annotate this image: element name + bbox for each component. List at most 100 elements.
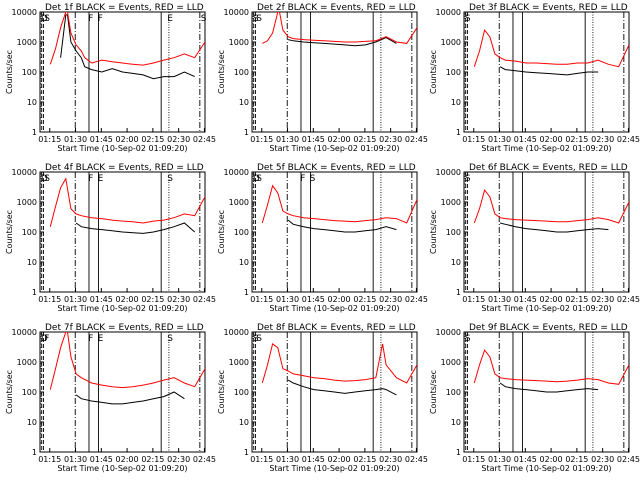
x-tick-label: 01:45 [302, 455, 325, 464]
y-axis-label: Counts/sec [5, 370, 14, 414]
y-tick-label: 10000 [224, 168, 249, 177]
y-tick-label: 1000 [229, 38, 249, 47]
y-axis-label: Counts/sec [5, 50, 14, 94]
y-tick-label: 10 [451, 418, 461, 427]
x-tick-label: 01:45 [514, 135, 537, 144]
marker-annotation: F [44, 334, 49, 344]
plot-frame [463, 11, 630, 133]
marker-annotation: S [44, 174, 50, 184]
x-tick-label: 02:15 [141, 455, 164, 464]
series-events-line [287, 37, 397, 47]
x-tick-label: 02:45 [193, 135, 216, 144]
x-tick-label: 02:15 [353, 455, 376, 464]
x-tick-label: 02:30 [379, 135, 402, 144]
x-tick-label: 02:00 [116, 295, 139, 304]
x-tick-label: 01:45 [90, 295, 113, 304]
y-tick-label: 100 [22, 68, 37, 77]
marker-annotation: S [253, 334, 259, 344]
chart-title: Det 1f BLACK = Events, RED = LLD [45, 3, 204, 13]
marker-annotation: F [98, 14, 103, 24]
chart-title: Det 5f BLACK = Events, RED = LLD [257, 163, 416, 173]
x-tick-label: 01:45 [90, 135, 113, 144]
series-events-line [287, 379, 397, 396]
y-tick-label: 1 [32, 288, 37, 297]
marker-annotation: E [98, 174, 104, 184]
y-axis-label: Counts/sec [217, 370, 226, 414]
x-tick-label: 02:45 [193, 455, 216, 464]
x-tick-label: 02:00 [540, 135, 563, 144]
y-tick-label: 100 [234, 228, 249, 237]
marker-annotation: E [167, 14, 173, 24]
marker-annotation: F [300, 174, 305, 184]
y-tick-label: 100 [234, 68, 249, 77]
x-tick-label: 02:45 [405, 295, 428, 304]
y-tick-label: 1 [456, 128, 461, 137]
series-events-line [287, 219, 397, 233]
x-tick-label: 01:30 [276, 295, 299, 304]
x-tick-label: 01:30 [276, 135, 299, 144]
marker-annotation: S [465, 334, 471, 344]
x-tick-label: 01:30 [488, 295, 511, 304]
y-tick-label: 100 [446, 228, 461, 237]
series-lld-line [49, 332, 205, 390]
y-tick-label: 10 [239, 258, 249, 267]
chart-panel-5: Det 5f BLACK = Events, RED = LLD 1 10 100 10… [217, 163, 428, 313]
x-tick-label: 01:15 [38, 455, 61, 464]
x-tick-label: 02:45 [405, 135, 428, 144]
y-axis-label: Counts/sec [5, 210, 14, 254]
x-tick-label: 02:15 [565, 455, 588, 464]
marker-annotation: D [41, 14, 48, 24]
x-axis-label: Start Time (10-Sep-02 01:09:20) [481, 144, 611, 153]
y-axis-label: Counts/sec [429, 210, 438, 254]
x-tick-label: 02:00 [328, 455, 351, 464]
x-tick-label: 01:45 [514, 295, 537, 304]
y-tick-label: 100 [22, 388, 37, 397]
marker-annotation: S [256, 334, 262, 344]
marker-annotation: S [465, 14, 471, 24]
x-tick-label: 02:15 [353, 135, 376, 144]
chart-title: Det 8f BLACK = Events, RED = LLD [257, 323, 416, 333]
y-tick-label: 1 [32, 128, 37, 137]
plot-frame [463, 171, 630, 293]
x-tick-label: 01:30 [276, 455, 299, 464]
x-tick-label: 02:00 [116, 455, 139, 464]
y-tick-label: 10000 [12, 8, 37, 17]
y-tick-label: 10000 [436, 328, 461, 337]
x-axis-label: Start Time (10-Sep-02 01:09:20) [481, 464, 611, 473]
y-tick-label: 100 [22, 228, 37, 237]
y-tick-label: 1 [244, 128, 249, 137]
marker-annotation: F [88, 174, 93, 184]
y-tick-label: 10 [27, 418, 37, 427]
chart-panel-6: Det 6f BLACK = Events, RED = LLD 1 10 100 10… [429, 163, 640, 313]
marker-annotation: D [41, 174, 48, 184]
series-events-line [75, 391, 185, 405]
marker-annotation: D [41, 334, 48, 344]
x-tick-label: 02:15 [141, 295, 164, 304]
x-tick-label: 02:30 [591, 295, 614, 304]
x-tick-label: 02:30 [379, 295, 402, 304]
marker-annotation: S [44, 14, 50, 24]
series-events-line [75, 222, 196, 234]
y-axis-label: Counts/sec [429, 50, 438, 94]
chart-title: Det 3f BLACK = Events, RED = LLD [469, 3, 628, 13]
x-tick-label: 02:15 [565, 295, 588, 304]
chart-title: Det 6f BLACK = Events, RED = LLD [469, 163, 628, 173]
x-tick-label: 02:45 [405, 455, 428, 464]
x-tick-label: 01:30 [488, 455, 511, 464]
x-axis-label: Start Time (10-Sep-02 01:09:20) [57, 144, 187, 153]
y-tick-label: 10 [239, 98, 249, 107]
marker-annotation: D [253, 174, 260, 184]
y-tick-label: 1000 [17, 358, 37, 367]
x-tick-label: 01:45 [302, 295, 325, 304]
y-tick-label: 100 [446, 68, 461, 77]
x-tick-label: 01:30 [488, 135, 511, 144]
x-axis-label: Start Time (10-Sep-02 01:09:20) [269, 304, 399, 313]
series-lld-line [473, 28, 629, 68]
x-tick-label: 02:00 [328, 135, 351, 144]
series-events-line [499, 66, 599, 76]
y-tick-label: 1 [456, 448, 461, 457]
y-tick-label: 1000 [229, 358, 249, 367]
series-events-line [499, 382, 599, 393]
y-tick-label: 1000 [441, 38, 461, 47]
